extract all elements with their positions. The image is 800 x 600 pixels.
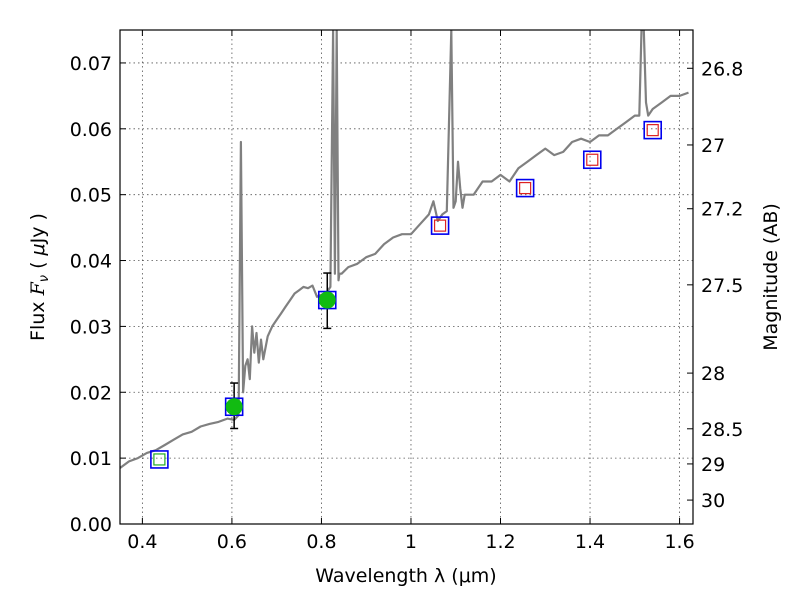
synthetic-photometry-square bbox=[586, 153, 599, 166]
x-tick-label: 1.6 bbox=[664, 531, 694, 553]
y-tick-label: 0.00 bbox=[70, 514, 112, 536]
grid bbox=[120, 30, 693, 525]
model-photometry-square bbox=[150, 450, 169, 469]
x-tick-label: 0.8 bbox=[306, 531, 336, 553]
model-photometry-square bbox=[430, 216, 450, 235]
synthetic-photometry-square bbox=[519, 181, 532, 195]
y-axis-label-right: Magnitude (AB) bbox=[760, 203, 782, 351]
y-tick-label: 0.07 bbox=[70, 53, 112, 75]
synthetic-photometry-square bbox=[153, 453, 166, 466]
y-tick-label: 0.01 bbox=[70, 448, 112, 470]
spectrum bbox=[120, 30, 689, 469]
x-tick-label: 1 bbox=[405, 531, 417, 553]
x-tick-label: 0.6 bbox=[217, 531, 247, 553]
magnitude-tick-label: 29 bbox=[701, 454, 725, 476]
x-tick-label: 0.4 bbox=[127, 531, 157, 553]
magnitude-tick-label: 27.2 bbox=[701, 199, 743, 221]
photometry-markers bbox=[150, 120, 663, 469]
magnitude-tick-label: 28.5 bbox=[701, 419, 743, 441]
x-tick-label: 1.2 bbox=[485, 531, 515, 553]
y-tick-label: 0.05 bbox=[70, 185, 112, 207]
x-tick-label: 1.4 bbox=[575, 531, 605, 553]
magnitude-tick-label: 30 bbox=[701, 490, 725, 512]
spectrum-line bbox=[120, 30, 689, 469]
y-tick-label: 0.04 bbox=[70, 251, 112, 273]
model-photometry-square bbox=[643, 120, 663, 140]
synthetic-photometry-square bbox=[433, 219, 447, 232]
y-axis-label-left: Flux Fν ( μJy ) bbox=[27, 213, 52, 341]
magnitude-tick-label: 28 bbox=[701, 363, 725, 385]
magnitude-tick-label: 26.8 bbox=[701, 58, 743, 80]
x-axis-label: Wavelength λ (μm) bbox=[315, 565, 496, 587]
observed-photometry-point bbox=[318, 291, 336, 309]
observed-photometry-point bbox=[225, 398, 243, 416]
magnitude-tick-label: 27.5 bbox=[701, 275, 743, 297]
model-photometry-square bbox=[582, 150, 602, 170]
y-tick-label: 0.03 bbox=[70, 316, 112, 338]
model-photometry-square bbox=[515, 178, 535, 198]
y-tick-label: 0.06 bbox=[70, 119, 112, 141]
synthetic-photometry-square bbox=[646, 124, 659, 137]
y-tick-label: 0.02 bbox=[70, 382, 112, 404]
plot-frame bbox=[119, 29, 694, 525]
magnitude-tick-label: 27 bbox=[701, 135, 725, 157]
ticks: 0.4 0.6 0.8 1 1.2 1.4 1.6 0.00 0.01 0.02 0.03 0.04 0… bbox=[70, 30, 743, 553]
